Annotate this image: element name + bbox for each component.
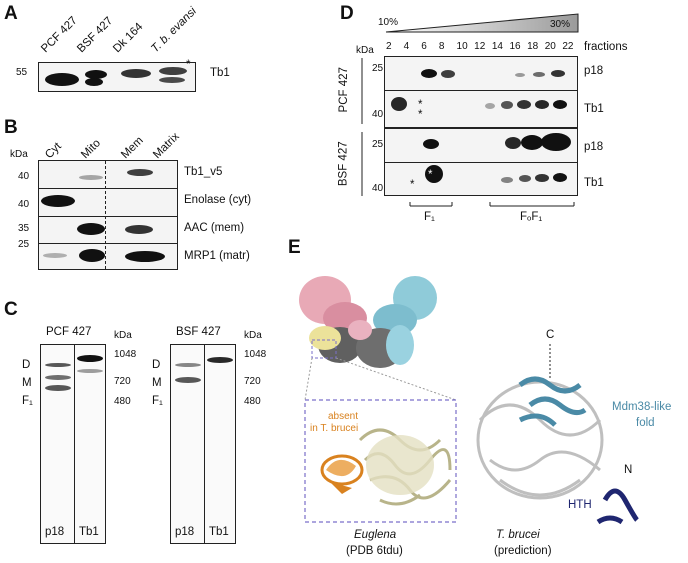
- blot-title: PCF 427: [46, 326, 92, 338]
- fraction-number: 4: [403, 41, 410, 52]
- fractions-label: fractions: [584, 41, 628, 53]
- right-caption-sub: (prediction): [494, 545, 552, 557]
- row-label: AAC (mem): [184, 222, 245, 234]
- fraction-number: 2: [386, 41, 392, 52]
- kda-label: kDa: [114, 330, 132, 341]
- row-label: MRP1 (matr): [184, 250, 250, 262]
- asterisk: *: [410, 179, 415, 191]
- mw-marker: 25: [372, 63, 384, 74]
- mw-marker: 40: [18, 171, 30, 182]
- row-label: Tb1: [584, 177, 604, 189]
- right-caption-title: T. brucei: [496, 529, 540, 541]
- gradient-end: 30%: [550, 19, 571, 30]
- complex-label: D: [152, 359, 161, 371]
- asterisk: *: [186, 59, 191, 71]
- native-gel-bsf: p18 Tb1: [170, 344, 236, 544]
- lane-label: p18: [175, 526, 195, 538]
- fraction-number: 16: [509, 41, 521, 52]
- mw-marker: 40: [372, 183, 384, 194]
- panel-letter-b: B: [4, 117, 18, 138]
- fraction-number: 14: [491, 41, 503, 52]
- complex-label: F₁: [152, 395, 163, 407]
- complex-label: M: [152, 377, 162, 389]
- lane-label: Tb1: [79, 526, 99, 538]
- absent-label-line1: absent: [328, 411, 359, 422]
- panel-letter-c: C: [4, 299, 18, 320]
- left-caption-sub: (PDB 6tdu): [346, 545, 403, 557]
- target-label: Tb1: [210, 67, 230, 79]
- mw-marker: 720: [244, 376, 261, 387]
- western-blot-b: [38, 160, 178, 270]
- fraction-numbers: 2 4 6 8 10 12 14 16 18 20 22: [384, 42, 584, 56]
- mw-marker: 720: [114, 376, 131, 387]
- complex-label: M: [22, 377, 32, 389]
- fraction-number: 18: [527, 41, 539, 52]
- row-label: Enolase (cyt): [184, 194, 252, 206]
- gradient-blot-d: [384, 56, 578, 196]
- mw-marker: 55: [16, 67, 28, 78]
- hth-motif: [596, 488, 639, 525]
- fold-label-line1: Mdm38-like: [612, 401, 672, 413]
- mw-marker: 25: [372, 139, 384, 150]
- mw-marker: 1048: [244, 349, 267, 360]
- complex-label: D: [22, 359, 31, 371]
- fraction-number: 6: [421, 41, 427, 52]
- hth-label: HTH: [568, 499, 592, 511]
- fraction-number: 22: [562, 41, 574, 52]
- gradient-start: 10%: [378, 17, 399, 28]
- left-caption-title: Euglena: [354, 529, 397, 541]
- absent-label-line2: in T. brucei: [310, 423, 359, 434]
- row-label: p18: [584, 65, 604, 77]
- bracket-label: F₁: [424, 211, 435, 223]
- complex-label: F₁: [22, 395, 33, 407]
- fold-label-line2: fold: [636, 417, 655, 429]
- mw-marker: 480: [114, 396, 131, 407]
- native-gel-pcf: p18 Tb1: [40, 344, 106, 544]
- panel-letter-d: D: [340, 3, 354, 24]
- row-label: p18: [584, 141, 604, 153]
- mw-marker: 1048: [114, 349, 137, 360]
- mw-marker: 480: [244, 396, 261, 407]
- mw-marker: 40: [18, 199, 30, 210]
- asterisk: *: [418, 109, 423, 121]
- mdm38-fold: [518, 376, 587, 427]
- blot-title: BSF 427: [176, 326, 221, 338]
- kda-label: kDa: [356, 45, 374, 56]
- panel-letter-e: E: [288, 237, 301, 258]
- mw-marker: 25: [18, 239, 30, 250]
- fraction-number: 10: [456, 41, 468, 52]
- row-label: Tb1: [584, 103, 604, 115]
- n-terminus-label: N: [624, 464, 633, 476]
- mw-marker: 40: [372, 109, 384, 120]
- kda-label: kDa: [244, 330, 262, 341]
- fraction-number: 20: [544, 41, 556, 52]
- lane-label: p18: [45, 526, 65, 538]
- bracket-label: FₒF₁: [520, 211, 543, 223]
- mw-marker: 35: [18, 223, 30, 234]
- panel-letter-a: A: [4, 3, 18, 24]
- row-label: Tb1_v5: [184, 166, 223, 178]
- western-blot-a: [38, 62, 196, 92]
- lane-label: Tb1: [209, 526, 229, 538]
- fraction-number: 8: [438, 41, 445, 52]
- asterisk: *: [428, 169, 433, 181]
- kda-label: kDa: [10, 149, 28, 160]
- fraction-number: 12: [474, 41, 486, 52]
- asterisk: *: [418, 99, 423, 111]
- absent-region: [320, 454, 364, 494]
- c-terminus-label: C: [546, 329, 555, 341]
